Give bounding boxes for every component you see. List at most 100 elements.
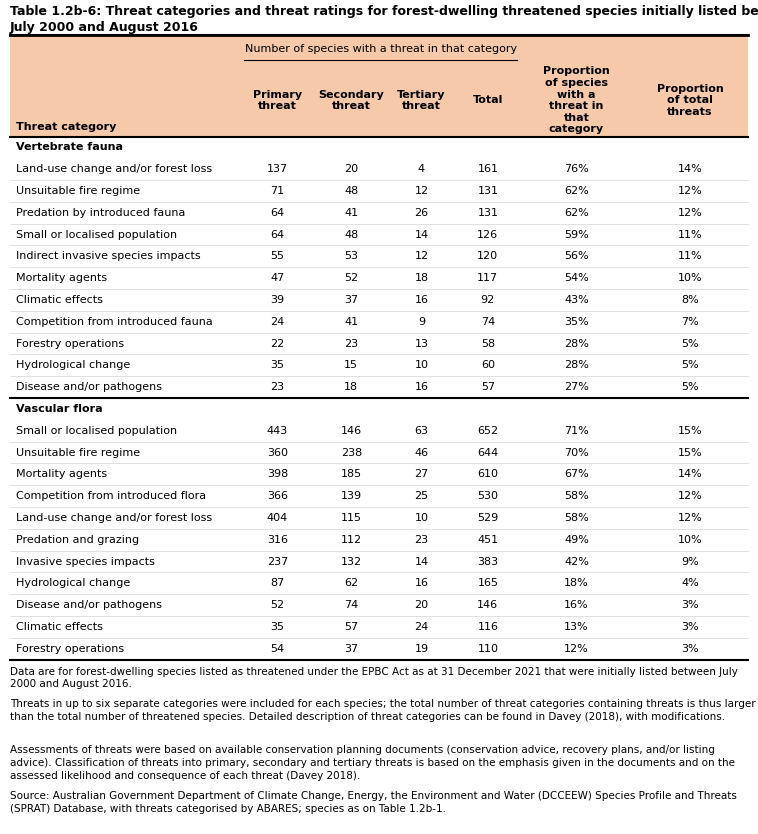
Text: 52: 52: [271, 600, 284, 610]
Text: 10: 10: [415, 513, 428, 523]
Text: 383: 383: [478, 556, 499, 566]
Text: 398: 398: [267, 470, 288, 480]
Text: 48: 48: [344, 186, 359, 196]
Text: 4: 4: [418, 164, 425, 174]
Text: 115: 115: [341, 513, 362, 523]
Text: 5%: 5%: [681, 360, 699, 370]
Text: 58%: 58%: [564, 491, 589, 501]
Bar: [10, 550, 748, 572]
Text: 366: 366: [267, 491, 288, 501]
Text: Small or localised population: Small or localised population: [16, 426, 177, 436]
Text: 316: 316: [267, 535, 288, 545]
Text: 15: 15: [344, 360, 359, 370]
Text: 18: 18: [344, 382, 359, 392]
Text: Vascular flora: Vascular flora: [16, 404, 102, 414]
Text: Predation and grazing: Predation and grazing: [16, 535, 139, 545]
Text: July 2000 and August 2016: July 2000 and August 2016: [10, 22, 199, 34]
Text: 116: 116: [478, 622, 498, 632]
Text: 120: 120: [478, 251, 499, 261]
Text: 18%: 18%: [564, 579, 589, 589]
Text: 53: 53: [344, 251, 359, 261]
Text: 10%: 10%: [678, 535, 703, 545]
Bar: [10, 376, 748, 398]
Text: 20: 20: [344, 164, 359, 174]
Text: 165: 165: [478, 579, 498, 589]
Bar: [10, 180, 748, 202]
Bar: [10, 572, 748, 595]
Text: 10: 10: [415, 360, 428, 370]
Text: 23: 23: [415, 535, 428, 545]
Text: Primary
threat: Primary threat: [253, 90, 302, 111]
Bar: [10, 289, 748, 311]
Text: Unsuitable fire regime: Unsuitable fire regime: [16, 448, 139, 458]
Text: 11%: 11%: [678, 229, 703, 239]
Text: Disease and/or pathogens: Disease and/or pathogens: [16, 600, 161, 610]
Bar: [10, 137, 748, 158]
Text: 87: 87: [271, 579, 285, 589]
Text: 25: 25: [415, 491, 428, 501]
Text: Hydrological change: Hydrological change: [16, 579, 130, 589]
Text: 126: 126: [478, 229, 499, 239]
Text: 110: 110: [478, 644, 498, 654]
Text: Table 1.2b-6: Threat categories and threat ratings for forest-dwelling threatene: Table 1.2b-6: Threat categories and thre…: [10, 5, 758, 18]
Text: 14: 14: [415, 229, 428, 239]
Bar: [10, 442, 748, 464]
Text: 644: 644: [478, 448, 499, 458]
Text: 13: 13: [415, 339, 428, 349]
Text: 55: 55: [271, 251, 284, 261]
Text: 57: 57: [481, 382, 495, 392]
Text: Indirect invasive species impacts: Indirect invasive species impacts: [16, 251, 200, 261]
Bar: [10, 224, 748, 245]
Text: Hydrological change: Hydrological change: [16, 360, 130, 370]
Bar: [10, 245, 748, 268]
Text: 92: 92: [481, 295, 495, 305]
Text: 16: 16: [415, 579, 428, 589]
Text: 161: 161: [478, 164, 498, 174]
Text: Threat category: Threat category: [16, 122, 116, 132]
Text: 59%: 59%: [564, 229, 589, 239]
Text: 652: 652: [478, 426, 499, 436]
Text: Assessments of threats were based on available conservation planning documents (: Assessments of threats were based on ava…: [10, 745, 735, 781]
Text: 16: 16: [415, 382, 428, 392]
Text: 54%: 54%: [564, 274, 589, 284]
Text: 71: 71: [271, 186, 284, 196]
Text: 18: 18: [415, 274, 428, 284]
Text: Source: Australian Government Department of Climate Change, Energy, the Environm: Source: Australian Government Department…: [10, 791, 737, 814]
Text: 237: 237: [267, 556, 288, 566]
Text: Number of species with a threat in that category: Number of species with a threat in that …: [245, 44, 517, 54]
Text: 35: 35: [271, 622, 284, 632]
Text: 5%: 5%: [681, 339, 699, 349]
Text: 7%: 7%: [681, 317, 699, 327]
Text: 37: 37: [344, 295, 359, 305]
Bar: [10, 638, 748, 660]
Text: 139: 139: [341, 491, 362, 501]
Text: 26: 26: [415, 208, 428, 218]
Bar: [10, 616, 748, 638]
Text: 16: 16: [415, 295, 428, 305]
Text: 3%: 3%: [681, 622, 699, 632]
Text: 24: 24: [271, 317, 285, 327]
Text: 12%: 12%: [564, 644, 589, 654]
Text: Tertiary
threat: Tertiary threat: [397, 90, 446, 111]
Text: 54: 54: [271, 644, 284, 654]
Text: 76%: 76%: [564, 164, 589, 174]
Text: 16%: 16%: [564, 600, 589, 610]
Text: 24: 24: [415, 622, 428, 632]
Text: Disease and/or pathogens: Disease and/or pathogens: [16, 382, 161, 392]
Text: 56%: 56%: [564, 251, 589, 261]
Text: 58%: 58%: [564, 513, 589, 523]
Text: 52: 52: [344, 274, 359, 284]
Text: 3%: 3%: [681, 644, 699, 654]
Text: 47: 47: [271, 274, 285, 284]
Text: 185: 185: [341, 470, 362, 480]
Text: 13%: 13%: [564, 622, 589, 632]
Text: 48: 48: [344, 229, 359, 239]
Text: 131: 131: [478, 186, 498, 196]
Bar: [10, 485, 748, 507]
Text: 12%: 12%: [678, 208, 703, 218]
Text: 12: 12: [415, 186, 428, 196]
Text: 58: 58: [481, 339, 495, 349]
Text: 14%: 14%: [678, 470, 703, 480]
Text: Competition from introduced fauna: Competition from introduced fauna: [16, 317, 212, 327]
Bar: [10, 398, 748, 420]
